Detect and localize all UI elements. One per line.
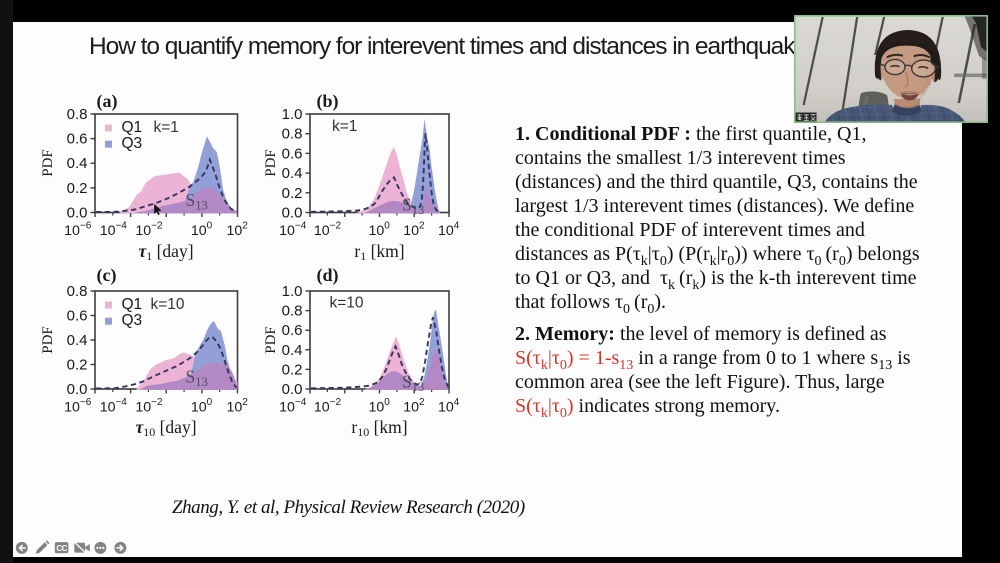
svg-text:0.2: 0.2 xyxy=(282,361,303,378)
svg-text:10−4: 10−4 xyxy=(279,221,307,240)
svg-text:0.8: 0.8 xyxy=(67,106,88,123)
svg-text:PDF: PDF xyxy=(40,326,56,354)
svg-text:0.0: 0.0 xyxy=(282,381,303,398)
svg-text:Q3: Q3 xyxy=(122,312,143,329)
svg-text:1.0: 1.0 xyxy=(282,106,303,123)
svg-text:10−4: 10−4 xyxy=(100,397,128,416)
svg-text:(a): (a) xyxy=(97,91,118,112)
svg-text:0.0: 0.0 xyxy=(67,381,88,398)
svg-text:0.4: 0.4 xyxy=(282,165,303,182)
svg-text:0.4: 0.4 xyxy=(67,332,88,349)
svg-text:0.0: 0.0 xyxy=(67,205,88,222)
svg-text:PDF: PDF xyxy=(263,149,279,177)
svg-text:k=10: k=10 xyxy=(330,295,364,312)
svg-text:0.6: 0.6 xyxy=(282,322,303,339)
svg-text:100: 100 xyxy=(369,221,391,240)
svg-text:PDF: PDF xyxy=(263,326,279,354)
svg-text:0.6: 0.6 xyxy=(282,145,303,162)
svg-text:102: 102 xyxy=(227,397,249,416)
svg-text:S13: S13 xyxy=(402,372,424,395)
svg-text:10−6: 10−6 xyxy=(64,397,92,416)
svg-text:τ10 [day]: τ10 [day] xyxy=(135,417,196,439)
svg-text:k=10: k=10 xyxy=(151,296,185,313)
svg-text:τ1 [day]: τ1 [day] xyxy=(138,241,193,263)
svg-text:0.8: 0.8 xyxy=(282,303,303,320)
svg-text:k=1: k=1 xyxy=(332,118,357,135)
svg-text:0.2: 0.2 xyxy=(67,180,88,197)
svg-text:0.2: 0.2 xyxy=(67,357,88,374)
svg-text:102: 102 xyxy=(403,221,425,240)
svg-text:100: 100 xyxy=(369,397,391,416)
svg-text:10−4: 10−4 xyxy=(279,397,307,416)
svg-text:10−2: 10−2 xyxy=(135,221,163,240)
svg-text:102: 102 xyxy=(227,221,249,240)
svg-text:k=1: k=1 xyxy=(154,119,179,136)
svg-text:104: 104 xyxy=(438,221,460,240)
svg-text:100: 100 xyxy=(191,397,213,416)
svg-text:r1 [km]: r1 [km] xyxy=(354,241,404,263)
svg-text:PDF: PDF xyxy=(40,149,56,177)
svg-text:0.6: 0.6 xyxy=(67,131,88,148)
svg-text:10−6: 10−6 xyxy=(64,221,92,240)
svg-text:Q1: Q1 xyxy=(122,296,143,313)
svg-text:0.2: 0.2 xyxy=(282,185,303,202)
svg-text:r10 [km]: r10 [km] xyxy=(351,417,407,439)
svg-text:Q3: Q3 xyxy=(122,135,143,152)
svg-text:104: 104 xyxy=(438,397,460,416)
svg-text:102: 102 xyxy=(403,397,425,416)
svg-text:10−2: 10−2 xyxy=(314,397,342,416)
svg-text:0.4: 0.4 xyxy=(282,342,303,359)
svg-text:10−4: 10−4 xyxy=(100,221,128,240)
svg-text:0.6: 0.6 xyxy=(67,308,88,325)
svg-text:1.0: 1.0 xyxy=(282,283,303,300)
svg-text:0.4: 0.4 xyxy=(67,155,88,172)
svg-text:(d): (d) xyxy=(317,265,339,286)
svg-text:10−2: 10−2 xyxy=(135,397,163,416)
svg-text:100: 100 xyxy=(191,221,213,240)
svg-text:CC: CC xyxy=(56,544,67,553)
svg-text:10−2: 10−2 xyxy=(314,221,342,240)
svg-text:Q1: Q1 xyxy=(122,119,143,136)
svg-text:0.8: 0.8 xyxy=(67,283,88,300)
svg-text:(b): (b) xyxy=(317,91,339,112)
svg-text:0.0: 0.0 xyxy=(282,205,303,222)
svg-text:(c): (c) xyxy=(97,265,117,286)
svg-text:0.8: 0.8 xyxy=(282,126,303,143)
